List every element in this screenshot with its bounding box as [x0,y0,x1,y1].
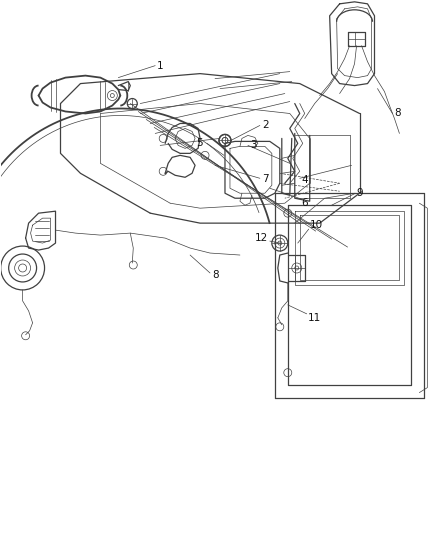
Text: 8: 8 [212,270,219,280]
Text: 10: 10 [310,220,323,230]
Text: 9: 9 [357,188,363,198]
Text: 2: 2 [262,120,268,131]
Text: 6: 6 [302,198,308,208]
Text: 3: 3 [250,140,257,150]
Text: 1: 1 [157,61,164,71]
Text: 5: 5 [196,139,203,148]
Text: 8: 8 [395,109,401,118]
Text: 12: 12 [255,233,268,243]
Text: 11: 11 [308,313,321,323]
Text: 7: 7 [262,174,268,184]
Text: 4: 4 [302,175,308,185]
